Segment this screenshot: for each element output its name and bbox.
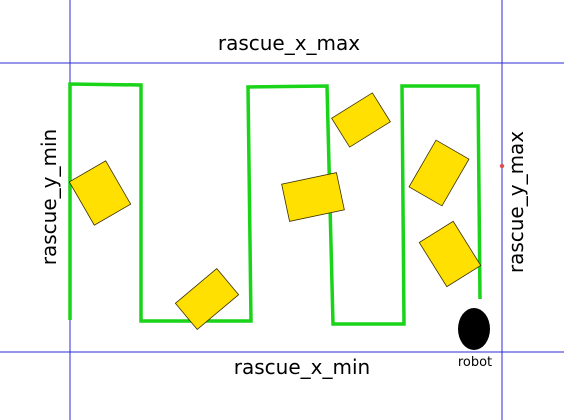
robot-label: robot	[458, 355, 492, 370]
y-min-label: rascue_y_min	[37, 129, 61, 265]
x-min-label: rascue_x_min	[234, 355, 370, 379]
y-max-label: rascue_y_max	[504, 131, 528, 273]
obstacle	[282, 173, 345, 222]
obstacle	[332, 93, 391, 147]
obstacle	[69, 161, 130, 225]
robot-marker	[458, 308, 490, 350]
coverage-path	[70, 84, 480, 324]
obstacle	[419, 221, 480, 286]
obstacles	[69, 93, 480, 330]
x-max-label: rascue_x_max	[218, 31, 360, 55]
obstacle	[409, 140, 469, 206]
